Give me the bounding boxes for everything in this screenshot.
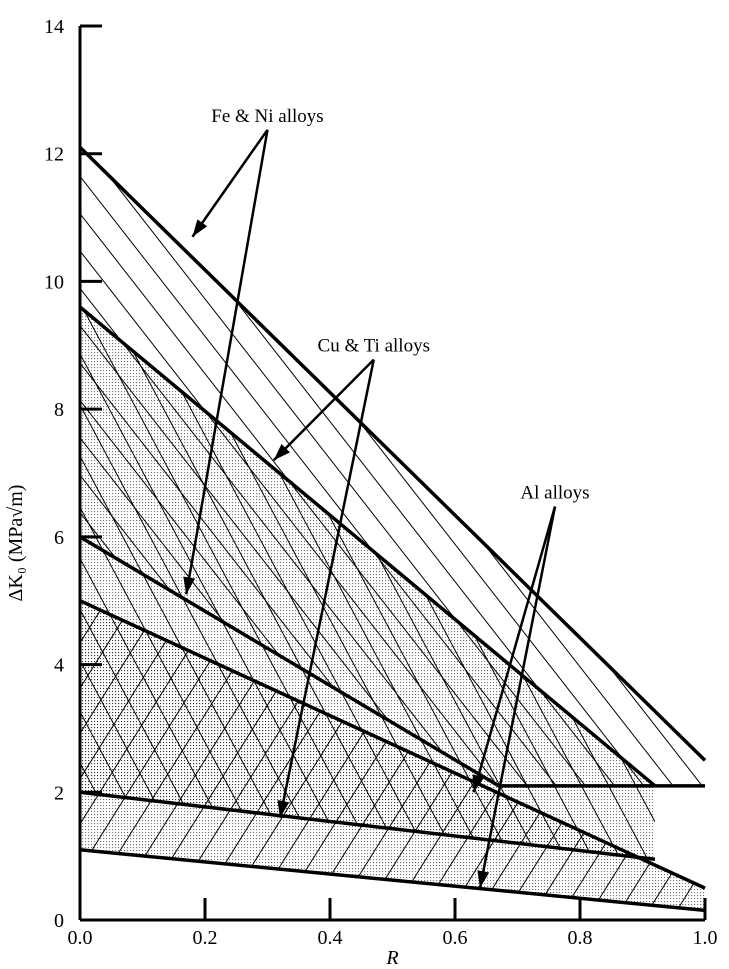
- x-tick-label: 0.2: [193, 927, 218, 949]
- annotations: Fe & Ni alloys Cu & Ti alloys Al alloys: [183, 106, 590, 889]
- arrowhead-cu: [277, 799, 290, 818]
- boundary-upper-al: [79, 599, 706, 890]
- y-tick-label: 6: [54, 527, 64, 549]
- annotation-arrow-al: [478, 506, 557, 889]
- y-tick-label: 2: [54, 782, 64, 804]
- region-hatch-al: [80, 600, 705, 911]
- x-axis-title: R: [385, 947, 398, 969]
- annotation-arrow-al: [472, 506, 557, 793]
- arrowhead-fe: [192, 219, 208, 237]
- y-tick-label: 0: [54, 910, 64, 932]
- arrowhead-al: [472, 774, 485, 793]
- y-tick-label: 4: [54, 655, 64, 677]
- region-fills: [80, 147, 705, 911]
- x-tick-label: 0.4: [318, 927, 343, 949]
- y-tick-label: 14: [44, 16, 64, 38]
- y-tick-label: 12: [44, 144, 64, 166]
- boundary-lower-al: [79, 848, 706, 913]
- arrowhead-al: [477, 870, 490, 889]
- annotation-label-cu: Cu & Ti alloys: [318, 336, 430, 357]
- annotation-label-al: Al alloys: [520, 483, 589, 504]
- annotation-arrow-fe: [191, 129, 269, 238]
- region-boundaries: [78, 146, 707, 913]
- y-tick-label: 8: [54, 399, 64, 421]
- y-tick-label: 10: [44, 271, 64, 293]
- annotation-arrow-cu: [272, 358, 375, 462]
- boundary-upper-cu: [78, 305, 657, 788]
- x-tick-label: 0.0: [68, 927, 93, 949]
- y-axis-title: ΔK₀ (MPa√m): [5, 485, 27, 602]
- boundary-lower-cu: [79, 790, 656, 862]
- x-tick-label: 0.8: [568, 927, 593, 949]
- arrowhead-cu: [273, 443, 290, 461]
- annotation-label-fe: Fe & Ni alloys: [211, 106, 323, 127]
- annotation-arrow-fe: [185, 129, 269, 595]
- tick-labels: 0 2 4 6 8 10 12 14 0.0 0.2 0.4 0.6 0.8 1.0: [44, 16, 718, 949]
- boundary-lower-fe: [79, 535, 705, 788]
- arrowhead-fe: [183, 576, 196, 595]
- axes: [78, 24, 707, 922]
- boundary-upper-fe: [78, 146, 707, 762]
- x-tick-label: 1.0: [693, 927, 718, 949]
- annotation-arrow-cu: [278, 359, 375, 819]
- x-tick-label: 0.6: [443, 927, 468, 949]
